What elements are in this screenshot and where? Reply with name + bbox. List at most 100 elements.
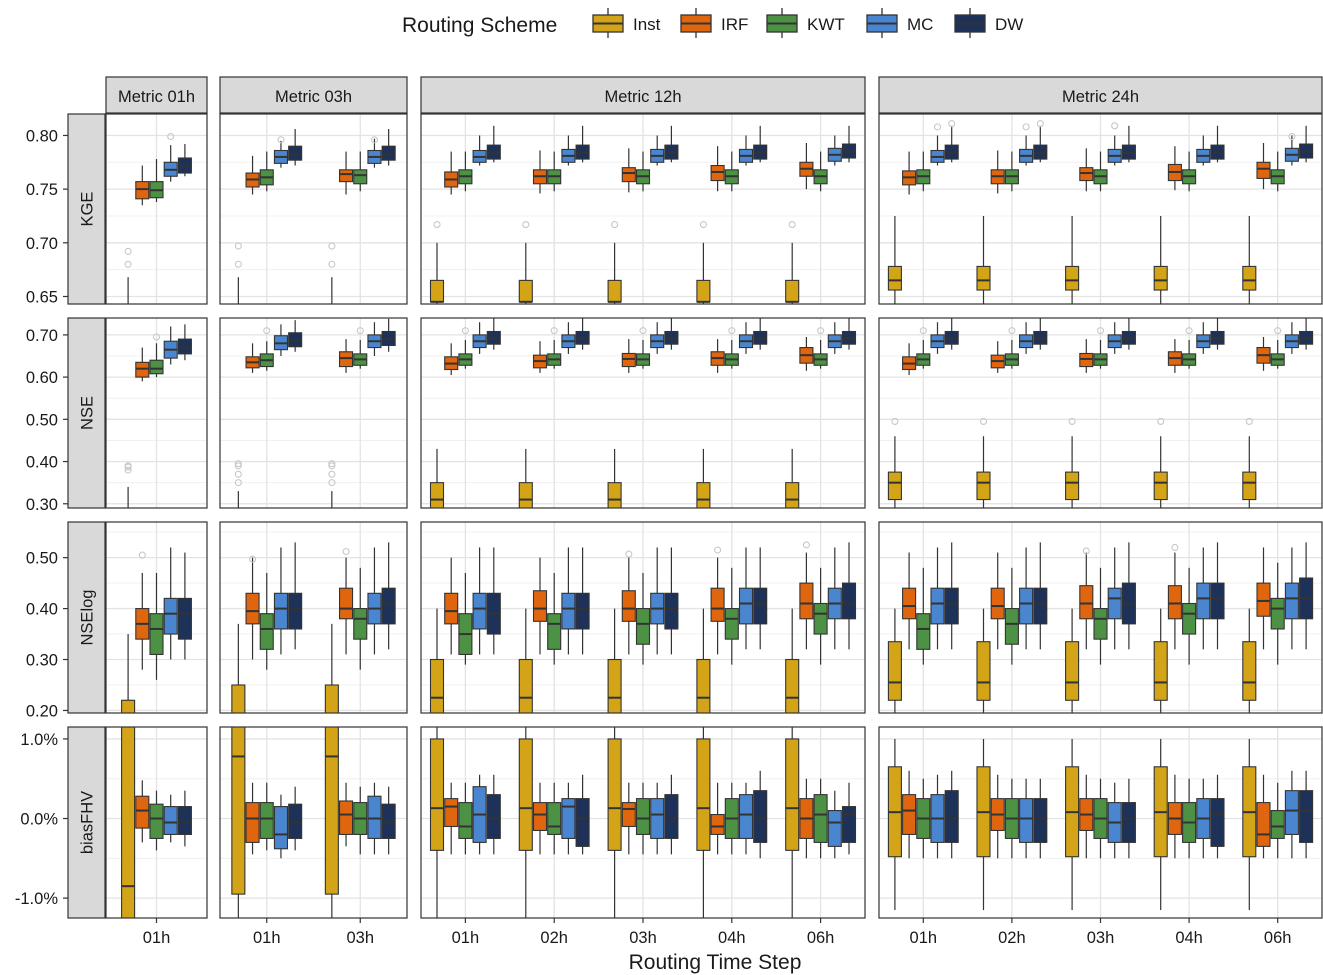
box-inst [976,738,991,911]
box-kwt [1270,562,1285,665]
box-body [902,794,917,835]
box-mc [738,547,754,650]
panel-plot-area [421,727,865,918]
box-body [976,471,991,501]
box-inst [234,242,242,304]
box-kwt [259,327,274,371]
box-outlier [342,547,350,556]
box-mc [1107,322,1122,354]
box-body [353,169,368,185]
box-irf [444,782,459,855]
box-mc [1196,135,1211,166]
box-kwt [1004,778,1019,859]
x-tick-label: 04h [718,929,746,947]
box-body [1107,587,1122,620]
panel-plot-area [421,318,865,508]
box-irf [1079,547,1094,650]
box-body [429,482,445,508]
box-kwt [916,778,931,859]
box-irf [621,782,636,855]
box-kwt [1004,567,1019,665]
box-body [1242,471,1257,501]
box-irf [710,339,725,373]
box-irf [990,774,1005,859]
box-body [753,587,768,625]
panel-plot-area [879,727,1322,918]
box-outlier [1274,327,1282,335]
box-dw [1033,542,1048,650]
box-body [1121,802,1136,843]
box-body [1182,602,1197,635]
box-body [607,658,622,713]
box-body [444,592,459,625]
box-body [575,798,590,847]
box-kwt [813,778,828,859]
box-inst [607,221,622,304]
box-dw [288,786,303,851]
box-inst [976,215,991,304]
box-body [1284,790,1299,835]
box-body [1033,798,1048,843]
box-inst [785,448,800,508]
box-body [696,658,711,713]
box-kwt [458,327,473,369]
box-inst [1065,608,1080,713]
box-mc [1284,547,1299,650]
panel-nse-3 [420,317,866,509]
box-mc [367,322,382,356]
legend-item-mc: MC [866,8,933,38]
box-kwt [635,782,651,855]
box-irf [990,552,1005,650]
box-outlier [699,221,707,229]
box-dw [1210,542,1225,650]
box-irf [1256,547,1271,650]
box-body [841,582,857,620]
box-mc [738,322,754,354]
box-irf [1256,337,1271,371]
box-kwt [1004,151,1019,192]
panel-border [420,317,866,509]
box-body [887,265,902,291]
box-irf [338,151,354,195]
panel-plot-area [106,522,207,713]
panel-border [420,113,866,305]
box-inst [696,221,711,304]
box-body [827,810,842,847]
box-body [1167,585,1182,620]
box-outlier [356,327,364,335]
box-outlier [802,541,810,549]
box-dw [288,320,303,352]
box-dw [944,120,959,163]
box-body [724,608,739,640]
x-tick-label: 06h [1264,929,1292,947]
box-inst [429,221,445,304]
legend-label: MC [907,15,933,34]
y-tick-label: 0.50 [26,550,58,568]
row-strip-label: NSE [79,396,97,430]
box-inst [429,448,445,508]
y-tick-label: 0.50 [26,411,58,429]
box-kwt [635,151,651,192]
box-body [561,592,576,630]
x-axis-title: Routing Time Step [629,951,802,974]
box-dw [1121,778,1136,859]
box-body [518,738,533,851]
x-tick-label: 04h [1175,929,1203,947]
box-mc [738,135,754,166]
y-tick-label: -1.0% [15,890,58,908]
y-tick-label: 0.80 [26,127,58,145]
x-tick-label: 01h [253,929,281,947]
box-outlier [1068,417,1076,425]
row-strip [67,113,106,305]
box-kwt [353,151,368,192]
box-irf [990,150,1005,194]
box-body [710,164,725,182]
box-outlier [124,462,132,470]
box-mc [1019,322,1034,354]
box-body [887,471,902,501]
box-outlier [891,417,899,425]
y-tick-label: 0.40 [26,601,58,619]
box-outlier [639,327,647,335]
box-dw [575,547,590,655]
box-dw [177,324,192,361]
